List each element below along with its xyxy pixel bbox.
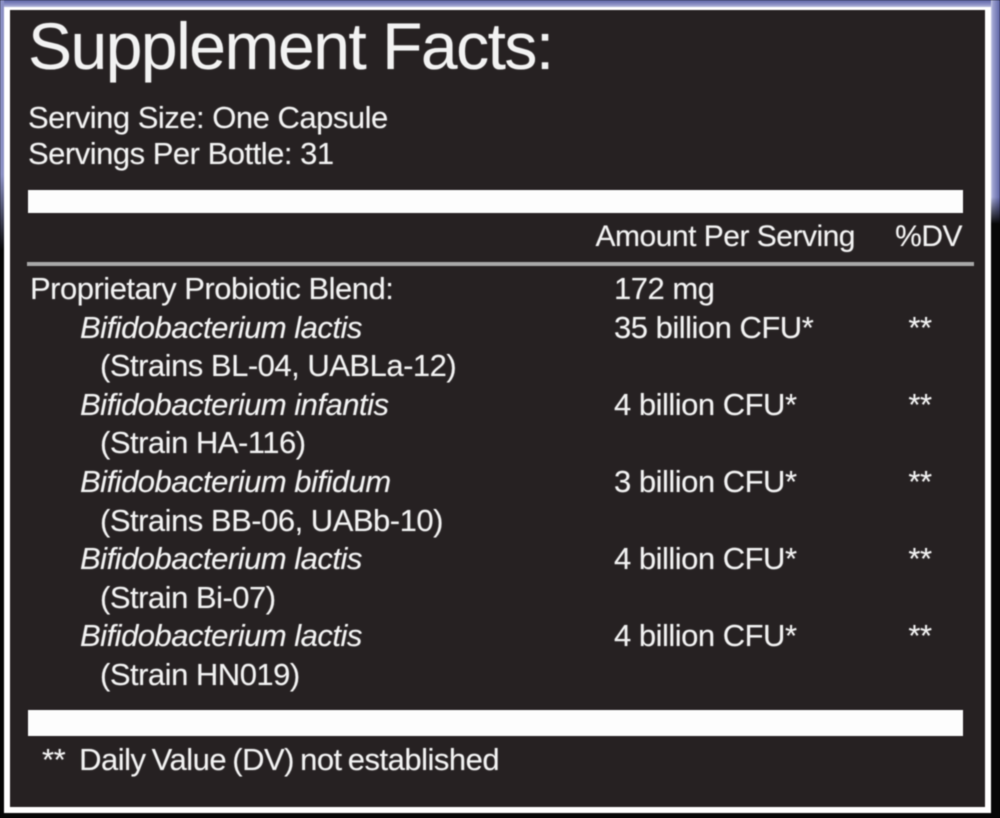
ingredient-row: (Strain Bi-07)	[10, 579, 985, 618]
ingredient-name: Bifidobacterium lactis	[80, 618, 362, 654]
ingredient-name: (Strains BB-06, UABb-10)	[100, 502, 443, 538]
amount-per-serving-header: Amount Per Serving	[595, 220, 856, 253]
ingredient-name: Bifidobacterium lactis	[80, 541, 362, 577]
header-divider-line	[27, 262, 974, 266]
ingredient-amount: 4 billion CFU*	[614, 618, 797, 654]
ingredient-row: Bifidobacterium lactis 35 billion CFU* *…	[10, 309, 985, 348]
ingredient-amount: 4 billion CFU*	[614, 386, 797, 422]
panel-title: Supplement Facts:	[28, 9, 554, 83]
column-header-row: Amount Per Serving %DV	[10, 220, 985, 258]
ingredient-row: Bifidobacterium bifidum 3 billion CFU* *…	[10, 463, 985, 502]
label-background-edge-right	[991, 0, 1000, 224]
ingredient-amount: 3 billion CFU*	[614, 463, 797, 499]
ingredient-amount: 172 mg	[614, 271, 715, 306]
ingredient-row: Bifidobacterium infantis 4 billion CFU* …	[10, 386, 985, 425]
ingredient-dv-mark: **	[908, 618, 932, 654]
ingredient-dv-mark: **	[908, 386, 932, 422]
ingredient-row: (Strains BL-04, UABLa-12)	[10, 347, 985, 386]
ingredient-row: (Strains BB-06, UABb-10)	[10, 502, 985, 541]
ingredient-name: Proprietary Probiotic Blend:	[30, 271, 394, 306]
ingredient-row: Bifidobacterium lactis 4 billion CFU* **	[10, 540, 985, 579]
label-background-edge-left	[0, 0, 4, 250]
ingredient-name: (Strain Bi-07)	[100, 579, 276, 615]
ingredient-name: (Strains BL-04, UABLa-12)	[100, 348, 457, 384]
ingredient-name: Bifidobacterium lactis	[80, 309, 362, 345]
ingredient-dv-mark: **	[908, 463, 932, 499]
label-background-edge-top	[0, 0, 1000, 8]
separator-bar-top	[28, 190, 963, 213]
ingredient-amount: 4 billion CFU*	[614, 541, 797, 577]
ingredient-name: (Strain HA-116)	[100, 425, 306, 461]
footnote-asterisks: **	[42, 742, 66, 777]
ingredient-row: (Strain HN019)	[10, 656, 985, 695]
percent-dv-header: %DV	[895, 220, 962, 253]
ingredient-name: Bifidobacterium bifidum	[80, 463, 391, 499]
servings-per-bottle-line: Servings Per Bottle: 31	[28, 136, 334, 171]
serving-info: Serving Size: One Capsule Servings Per B…	[28, 100, 388, 172]
ingredient-dv-mark: **	[908, 541, 932, 577]
dv-footnote: ** Daily Value (DV) not established	[42, 742, 500, 778]
ingredient-row: (Strain HA-116)	[10, 424, 985, 463]
ingredient-amount: 35 billion CFU*	[614, 309, 814, 345]
ingredient-name: Bifidobacterium infantis	[80, 386, 389, 422]
ingredient-dv-mark: **	[908, 309, 932, 345]
separator-bar-bottom	[28, 710, 963, 736]
supplement-facts-panel: Supplement Facts: Serving Size: One Caps…	[4, 7, 991, 813]
footnote-text: Daily Value (DV) not established	[79, 742, 500, 777]
ingredient-row: Bifidobacterium lactis 4 billion CFU* **	[10, 617, 985, 656]
serving-size-line: Serving Size: One Capsule	[28, 100, 388, 135]
ingredient-rows: Proprietary Probiotic Blend: 172 mg Bifi…	[10, 270, 985, 695]
ingredient-row: Proprietary Probiotic Blend: 172 mg	[10, 270, 985, 309]
ingredient-name: (Strain HN019)	[100, 656, 300, 692]
